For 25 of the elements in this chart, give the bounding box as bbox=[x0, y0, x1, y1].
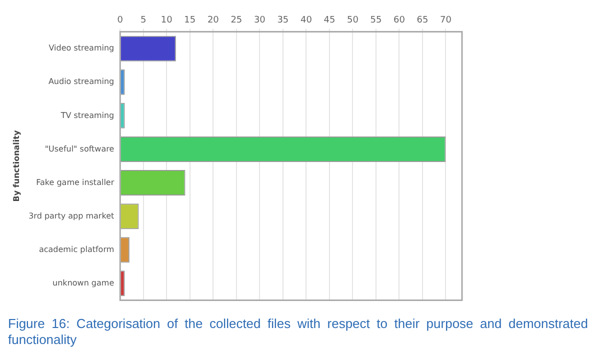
x-tick-label: 30 bbox=[254, 16, 266, 26]
x-tick-label: 10 bbox=[160, 16, 173, 26]
x-tick-label: 0 bbox=[117, 16, 124, 26]
y-tick-label: TV streaming bbox=[60, 110, 114, 120]
x-tick-label: 45 bbox=[324, 16, 336, 26]
y-tick-label: "Useful" software bbox=[44, 144, 114, 154]
y-axis-title: By functionality bbox=[12, 130, 21, 202]
x-tick-label: 15 bbox=[184, 16, 196, 26]
y-tick-label: Video streaming bbox=[48, 44, 114, 53]
x-tick-label: 60 bbox=[393, 16, 406, 26]
x-tick-label: 5 bbox=[140, 16, 146, 26]
caption: Figure 16: Categorisation of the collected files with respect to their purpose and demonstrated functionality bbox=[8, 316, 588, 348]
x-tick-label: 70 bbox=[440, 16, 452, 26]
x-tick-label: 35 bbox=[277, 16, 289, 26]
x-tick-label: 50 bbox=[346, 16, 359, 26]
x-tick-label: 40 bbox=[300, 16, 312, 26]
y-tick-label: Fake game installer bbox=[36, 178, 115, 187]
x-tick-label: 65 bbox=[416, 16, 428, 26]
y-tick-label: academic platform bbox=[38, 244, 114, 254]
y-tick-label: 3rd party app market bbox=[28, 211, 114, 220]
x-tick-label: 25 bbox=[230, 16, 242, 26]
y-tick-label: unknown game bbox=[52, 278, 114, 288]
x-tick-label: 55 bbox=[370, 16, 382, 26]
y-tick-label: Audio streaming bbox=[48, 77, 114, 86]
x-tick-label: 20 bbox=[207, 16, 220, 26]
